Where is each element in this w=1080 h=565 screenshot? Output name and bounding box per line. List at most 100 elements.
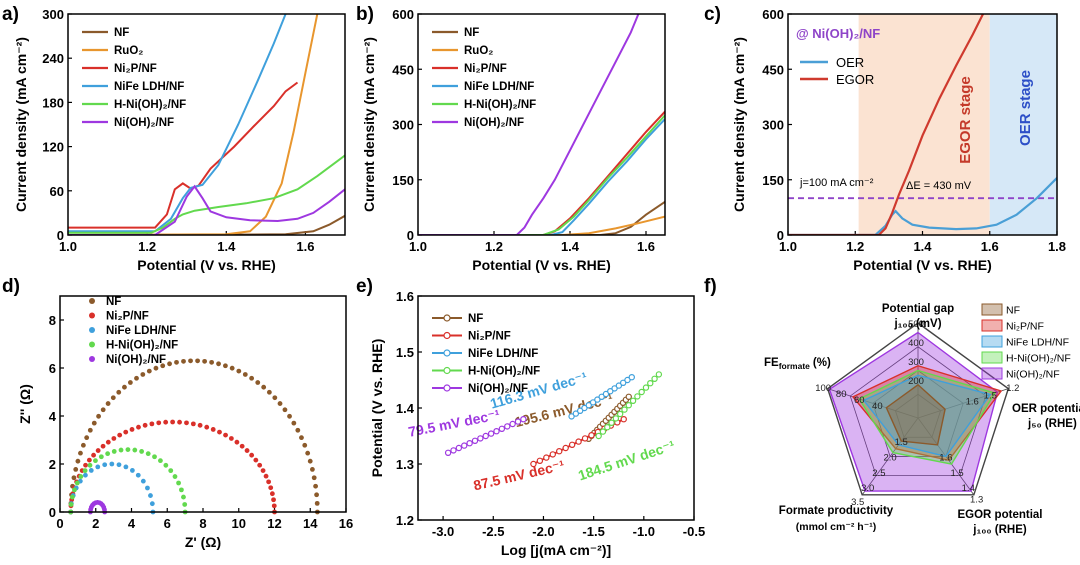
data-point	[493, 428, 500, 435]
data-point	[96, 413, 101, 419]
data-point	[88, 468, 94, 473]
radar-axis-label: Potential gap	[882, 303, 954, 315]
x-tick-label: 1.4	[217, 239, 236, 254]
legend-label: H-Ni(OH)₂/NF	[106, 340, 178, 352]
data-point	[314, 492, 319, 498]
y-tick-label: 450	[762, 62, 784, 77]
data-point	[242, 372, 248, 377]
x-tick-label: 14	[303, 516, 318, 531]
data-point	[136, 424, 141, 430]
data-point	[651, 375, 658, 382]
legend-swatch	[981, 351, 1003, 364]
data-point	[228, 436, 234, 441]
data-point	[111, 449, 117, 454]
data-point	[87, 427, 93, 433]
data-point	[195, 358, 200, 364]
data-point	[509, 420, 516, 428]
y-tick-label: 1.3	[396, 457, 414, 472]
radar-tick-label: 1.5	[984, 391, 997, 402]
data-point	[127, 380, 133, 385]
legend-swatch	[89, 356, 95, 362]
legend-label: NiFe LDH/NF	[114, 81, 184, 93]
data-point	[271, 503, 277, 509]
plot-frame	[417, 295, 695, 521]
data-point	[249, 452, 255, 458]
legend-label: EGOR	[836, 72, 874, 87]
data-point	[498, 425, 506, 432]
data-point	[84, 435, 90, 441]
data-point	[75, 458, 81, 464]
data-point	[129, 468, 135, 473]
y-tick-label: 180	[42, 95, 64, 110]
data-point	[604, 424, 611, 431]
legend-label: Ni(OH)₂/NF	[468, 383, 528, 395]
data-point	[148, 493, 153, 498]
data-point	[543, 454, 550, 461]
data-point	[477, 435, 484, 442]
data-point	[313, 483, 318, 489]
data-point	[307, 458, 313, 464]
data-point	[170, 419, 176, 425]
data-point	[471, 437, 479, 444]
radar-tick-label: 40	[872, 401, 883, 412]
x-tick-label: 16	[339, 516, 353, 531]
legend-label: NiFe LDH/NF	[468, 348, 538, 360]
data-point	[142, 422, 148, 428]
data-point	[585, 402, 592, 409]
fe-main: FE	[764, 357, 779, 369]
data-point	[266, 389, 272, 395]
data-point	[572, 410, 580, 417]
radar-tick-label: 2.0	[883, 452, 896, 463]
data-point	[628, 374, 635, 381]
radar-grid-ring	[826, 322, 1010, 496]
x-tick-label: 2	[92, 516, 99, 531]
data-point	[153, 365, 159, 371]
legend-label: H-Ni(OH)₂/NF	[114, 99, 186, 111]
y-tick-label: 1.6	[396, 289, 414, 304]
radar-axis-label-2: (mmol cm⁻² h⁻¹)	[796, 521, 877, 533]
y-tick-label: 300	[392, 118, 414, 133]
radar-tick-label: 1.3	[970, 495, 983, 506]
data-point	[277, 401, 283, 406]
y-tick-label: 600	[392, 7, 414, 22]
y-tick-label: 0	[407, 228, 414, 243]
y-tick-label: 300	[762, 118, 784, 133]
radar-tick-label: 1.2	[1006, 383, 1019, 394]
tafel-slope-label: 87.5 mV dec⁻¹	[472, 457, 567, 494]
y-tick-label: 450	[392, 62, 414, 77]
legend-marker	[443, 384, 451, 392]
data-point	[588, 432, 595, 439]
data-point	[282, 407, 288, 413]
data-point	[181, 494, 186, 500]
data-point	[163, 419, 169, 425]
data-point	[625, 402, 632, 409]
x-tick-label: 0	[56, 516, 63, 531]
data-point	[111, 436, 117, 441]
series-line-H-Ni(OH)2/NF	[595, 371, 663, 440]
legend-label: H-Ni(OH)₂/NF	[1006, 353, 1071, 365]
radar-tick-label: 1.5	[895, 437, 908, 448]
x-tick-label: 1.4	[913, 239, 932, 254]
data-point	[244, 448, 250, 453]
panel-0: 1.0 1.2 1.4 1.6 0 60 120 180 240 300 Potential (V …	[2, 4, 346, 273]
panel-1: 1.0 1.2 1.4 1.6 0 150 300 450 600 Potential (V vs…	[356, 4, 666, 273]
y-tick-label: 0	[49, 505, 56, 520]
data-point	[177, 419, 182, 425]
legend-label: RuO₂	[114, 45, 143, 57]
data-point	[549, 451, 556, 458]
data-point	[167, 361, 172, 367]
data-point	[642, 384, 650, 391]
data-point	[100, 443, 106, 449]
y-axis-label: Current density (mA cm⁻²)	[13, 37, 29, 212]
legend-label: H-Ni(OH)₂/NF	[468, 366, 540, 378]
data-point	[608, 419, 615, 426]
data-point	[160, 363, 166, 369]
radar-tick-label: 300	[908, 357, 924, 368]
data-point	[634, 393, 641, 400]
panel-2: 1.0 1.2 1.4 1.6 1.8 0 150 300 450 600 Potential (V…	[704, 4, 1066, 273]
data-point	[181, 358, 186, 364]
data-point	[69, 494, 75, 500]
x-tick-label: 6	[164, 516, 171, 531]
legend-swatch	[89, 298, 95, 304]
radar-tick-label: 3.5	[851, 497, 864, 508]
